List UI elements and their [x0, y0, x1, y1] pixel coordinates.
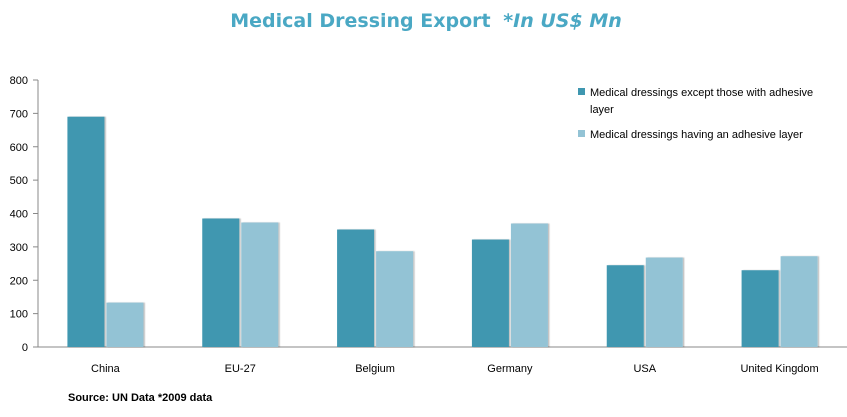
x-tick-label: China — [91, 363, 121, 375]
legend-label: Medical dressings having an adhesive lay… — [590, 129, 803, 141]
chart-title: Medical Dressing Export — [230, 10, 490, 32]
y-tick-label: 100 — [10, 309, 28, 321]
bar-0-0 — [67, 116, 105, 348]
y-tick-label: 400 — [10, 209, 28, 221]
source-note: Source: UN Data *2009 data — [68, 392, 213, 404]
bar-0-2 — [337, 229, 375, 347]
bar-0-1 — [202, 218, 240, 347]
chart-title-unit: *In US$ Mn — [503, 10, 622, 32]
bar-0-5 — [741, 270, 779, 347]
x-tick-label: Belgium — [355, 363, 395, 375]
bar-1-0 — [106, 302, 144, 347]
legend: Medical dressings except those with adhe… — [578, 87, 813, 141]
bar-0-3 — [471, 239, 509, 347]
y-tick-label: 800 — [10, 75, 28, 87]
y-tick-label: 700 — [10, 108, 28, 120]
chart-title-group: Medical Dressing Export *In US$ Mn — [230, 10, 622, 32]
x-tick-label: USA — [633, 363, 656, 375]
x-tick-label: EU-27 — [225, 363, 256, 375]
legend-swatch — [578, 88, 585, 95]
bar-1-5 — [780, 256, 818, 347]
bar-1-4 — [645, 257, 683, 347]
y-tick-label: 0 — [22, 342, 28, 354]
bar-1-2 — [376, 251, 414, 347]
y-tick-label: 200 — [10, 275, 28, 287]
y-tick-label: 300 — [10, 242, 28, 254]
x-axis: China EU-27 Belgium Germany USA United Kingdo… — [38, 346, 847, 375]
bars — [67, 116, 818, 348]
legend-swatch — [578, 130, 585, 137]
y-tick-label: 500 — [10, 175, 28, 187]
bar-0-4 — [606, 265, 644, 347]
y-axis: 0 100 200 300 400 500 600 700 800 — [10, 75, 39, 354]
y-tick-label: 600 — [10, 142, 28, 154]
x-tick-label: Germany — [487, 363, 533, 375]
legend-label: Medical dressings except those with adhe… — [590, 87, 813, 116]
bar-1-3 — [510, 223, 548, 347]
x-tick-label: United Kingdom — [740, 363, 818, 375]
bar-1-1 — [241, 222, 279, 347]
